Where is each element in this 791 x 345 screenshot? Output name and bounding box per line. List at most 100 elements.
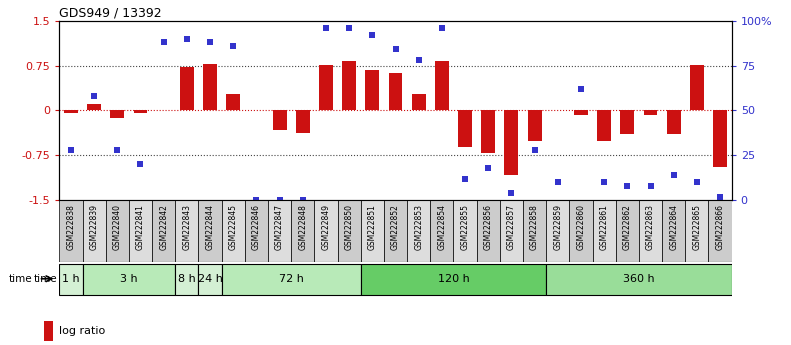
Bar	[226, 93, 240, 110]
Bar	[203, 64, 217, 110]
Point	[297, 197, 309, 203]
Text: GSM222859: GSM222859	[553, 205, 562, 250]
Bar	[388, 73, 403, 110]
Bar	[273, 110, 286, 129]
Text: 8 h: 8 h	[178, 274, 195, 284]
Bar	[570, 200, 592, 262]
Bar	[110, 110, 124, 118]
Point	[644, 183, 657, 188]
Text: GSM222861: GSM222861	[600, 205, 608, 250]
Bar	[361, 264, 547, 295]
Bar	[615, 200, 639, 262]
Text: GSM222849: GSM222849	[321, 205, 331, 250]
Bar	[82, 200, 106, 262]
Bar	[639, 200, 662, 262]
Bar	[199, 200, 221, 262]
Text: GSM222843: GSM222843	[183, 205, 191, 250]
Text: GSM222852: GSM222852	[391, 205, 400, 250]
Text: time: time	[9, 274, 32, 284]
Point	[621, 183, 634, 188]
Point	[459, 176, 471, 181]
Bar	[662, 200, 685, 262]
Text: 360 h: 360 h	[623, 274, 655, 284]
Point	[273, 197, 286, 203]
Point	[65, 147, 78, 152]
Bar	[574, 110, 588, 115]
Bar	[176, 264, 199, 295]
Bar	[644, 110, 657, 115]
Text: log ratio: log ratio	[59, 326, 105, 336]
Point	[88, 93, 100, 99]
Bar	[435, 61, 448, 110]
Bar	[453, 200, 477, 262]
Text: GSM222848: GSM222848	[298, 205, 307, 250]
Point	[691, 179, 703, 185]
Text: GSM222847: GSM222847	[275, 205, 284, 250]
Text: GSM222865: GSM222865	[692, 205, 702, 250]
Bar	[412, 93, 426, 110]
Bar	[199, 264, 221, 295]
Bar	[709, 200, 732, 262]
Text: GSM222854: GSM222854	[437, 205, 446, 250]
Text: 3 h: 3 h	[120, 274, 138, 284]
Text: GSM222862: GSM222862	[623, 205, 632, 250]
Point	[134, 161, 147, 167]
Text: GSM222841: GSM222841	[136, 205, 145, 250]
Point	[551, 179, 564, 185]
Bar	[152, 200, 176, 262]
Bar	[221, 200, 244, 262]
Point	[111, 147, 123, 152]
Text: GSM222842: GSM222842	[159, 205, 168, 250]
Bar	[176, 200, 199, 262]
Text: GSM222864: GSM222864	[669, 205, 678, 250]
Bar	[134, 110, 147, 114]
Bar	[547, 200, 570, 262]
Text: time: time	[34, 275, 58, 284]
Point	[598, 179, 611, 185]
Text: GSM222851: GSM222851	[368, 205, 377, 250]
Bar	[547, 264, 732, 295]
Text: GSM222845: GSM222845	[229, 205, 238, 250]
Bar	[319, 65, 333, 110]
Point	[528, 147, 541, 152]
Point	[436, 25, 448, 31]
Point	[668, 172, 680, 178]
Bar	[365, 70, 379, 110]
Text: GSM222853: GSM222853	[414, 205, 423, 250]
Bar	[592, 200, 615, 262]
Text: 72 h: 72 h	[278, 274, 304, 284]
Text: GSM222840: GSM222840	[113, 205, 122, 250]
Bar	[500, 200, 523, 262]
Bar	[477, 200, 500, 262]
Bar	[690, 65, 704, 110]
Text: GSM222858: GSM222858	[530, 205, 539, 250]
Point	[412, 57, 425, 63]
Bar	[82, 264, 176, 295]
Bar	[667, 110, 681, 134]
Text: GSM222856: GSM222856	[484, 205, 493, 250]
Bar	[314, 200, 338, 262]
Bar	[87, 105, 101, 110]
Bar	[597, 110, 611, 141]
Text: 120 h: 120 h	[437, 274, 469, 284]
Bar	[343, 61, 356, 110]
Text: GDS949 / 13392: GDS949 / 13392	[59, 7, 162, 20]
Point	[227, 43, 240, 49]
Text: GSM222838: GSM222838	[66, 205, 75, 250]
Bar	[505, 110, 518, 175]
Bar	[221, 264, 361, 295]
Bar	[361, 200, 384, 262]
Bar	[129, 200, 152, 262]
Bar	[64, 110, 78, 114]
Point	[343, 25, 355, 31]
Bar	[291, 200, 314, 262]
Bar	[458, 110, 472, 147]
Bar	[523, 200, 547, 262]
Text: GSM222839: GSM222839	[89, 205, 99, 250]
Bar	[44, 321, 54, 341]
Bar	[713, 110, 727, 167]
Text: 1 h: 1 h	[62, 274, 80, 284]
Point	[320, 25, 332, 31]
Text: GSM222857: GSM222857	[507, 205, 516, 250]
Point	[574, 86, 587, 92]
